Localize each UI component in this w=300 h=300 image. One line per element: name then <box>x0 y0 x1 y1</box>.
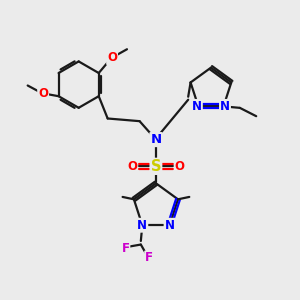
Text: O: O <box>38 87 48 100</box>
Text: O: O <box>175 160 185 173</box>
Text: O: O <box>127 160 137 173</box>
Text: F: F <box>122 242 129 255</box>
Text: N: N <box>150 133 161 146</box>
Text: N: N <box>192 100 202 113</box>
Text: N: N <box>220 100 230 113</box>
Text: N: N <box>137 219 147 232</box>
Text: N: N <box>165 219 175 232</box>
Text: O: O <box>107 51 117 64</box>
Text: F: F <box>145 251 153 264</box>
Text: S: S <box>151 159 161 174</box>
